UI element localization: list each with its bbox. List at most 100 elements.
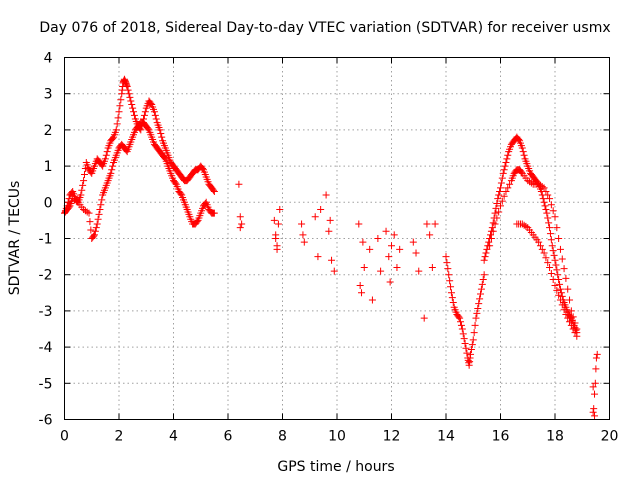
- data-point: [462, 344, 470, 352]
- data-point: [116, 102, 124, 110]
- data-point: [236, 213, 244, 221]
- x-tick-labels: 0 2 4 6 8 10 12 14 16 18 20: [60, 429, 618, 445]
- data-point: [491, 209, 499, 217]
- data-point: [314, 253, 322, 261]
- data-point: [97, 201, 105, 209]
- data-point: [157, 130, 165, 138]
- data-point: [564, 285, 572, 293]
- data-point: [506, 180, 514, 188]
- data-point: [483, 245, 491, 253]
- data-point: [356, 282, 364, 290]
- x-tick-label: 2: [115, 429, 124, 445]
- data-point: [497, 179, 505, 187]
- data-point: [569, 313, 577, 321]
- data-point: [593, 350, 601, 358]
- x-tick-label: 0: [60, 429, 69, 445]
- data-point: [124, 86, 132, 94]
- data-point: [272, 231, 280, 239]
- data-point: [238, 220, 246, 228]
- data-point: [125, 90, 133, 98]
- data-point: [540, 198, 548, 206]
- data-point: [497, 184, 504, 192]
- data-point: [495, 191, 503, 199]
- data-point: [113, 120, 121, 128]
- data-point: [556, 280, 564, 288]
- data-point: [423, 220, 431, 228]
- data-point: [475, 300, 483, 308]
- data-point: [385, 253, 393, 261]
- data-point: [558, 292, 566, 300]
- data-point: [474, 304, 482, 312]
- data-point: [94, 215, 102, 223]
- data-point: [547, 269, 555, 277]
- data-point: [493, 214, 501, 222]
- data-point: [548, 242, 556, 250]
- data-point: [500, 192, 508, 200]
- data-point: [504, 184, 512, 192]
- data-point: [558, 301, 566, 309]
- data-point: [388, 242, 395, 250]
- data-point: [108, 166, 116, 174]
- data-point: [495, 208, 503, 216]
- data-point: [236, 224, 244, 232]
- data-point: [553, 286, 561, 294]
- data-point: [87, 168, 95, 176]
- data-point: [459, 330, 467, 338]
- y-axis-label: SDTVAR / TECUs: [7, 181, 23, 296]
- data-point: [107, 169, 115, 177]
- data-point: [141, 108, 149, 116]
- data-point: [87, 226, 95, 234]
- y-tick-label: 0: [44, 195, 53, 211]
- data-point: [442, 253, 450, 261]
- data-point: [152, 115, 160, 123]
- data-point: [573, 332, 581, 340]
- data-point: [426, 231, 434, 239]
- data-point: [456, 314, 464, 322]
- data-point: [129, 104, 137, 112]
- data-point: [547, 201, 555, 209]
- y-tick-label: -2: [39, 268, 53, 284]
- data-point: [358, 289, 366, 297]
- data-point: [524, 177, 532, 185]
- data-point: [571, 329, 579, 337]
- data-point: [103, 148, 111, 156]
- data-point: [128, 101, 136, 109]
- data-point: [326, 216, 334, 224]
- data-point: [114, 114, 122, 122]
- x-tick-label: 14: [437, 429, 455, 445]
- data-point: [485, 238, 493, 246]
- data-point: [78, 186, 86, 194]
- data-point: [127, 97, 135, 105]
- data-point: [560, 265, 568, 273]
- data-point: [311, 213, 319, 221]
- data-point: [518, 220, 526, 228]
- data-point: [500, 166, 508, 174]
- data-point: [589, 408, 597, 416]
- data-point: [547, 236, 555, 244]
- data-point: [472, 314, 480, 322]
- data-point: [65, 203, 73, 211]
- data-point: [150, 108, 158, 116]
- data-point: [562, 311, 570, 319]
- data-point: [396, 245, 404, 253]
- data-point: [77, 191, 85, 199]
- y-tick-label: 2: [44, 123, 53, 139]
- data-point: [526, 178, 534, 186]
- data-point: [569, 325, 577, 333]
- data-point: [156, 126, 164, 134]
- data-point: [553, 224, 561, 232]
- data-point: [479, 276, 487, 284]
- data-point: [69, 195, 77, 203]
- data-point: [409, 238, 417, 246]
- data-point: [492, 204, 500, 212]
- data-point: [591, 412, 599, 420]
- x-tick-label: 10: [328, 429, 346, 445]
- data-point: [493, 200, 501, 208]
- data-point: [515, 136, 523, 144]
- data-point: [117, 96, 125, 104]
- data-point: [520, 221, 528, 229]
- data-point: [147, 99, 155, 107]
- data-point: [300, 238, 308, 246]
- data-point: [412, 249, 420, 257]
- data-point: [458, 325, 466, 333]
